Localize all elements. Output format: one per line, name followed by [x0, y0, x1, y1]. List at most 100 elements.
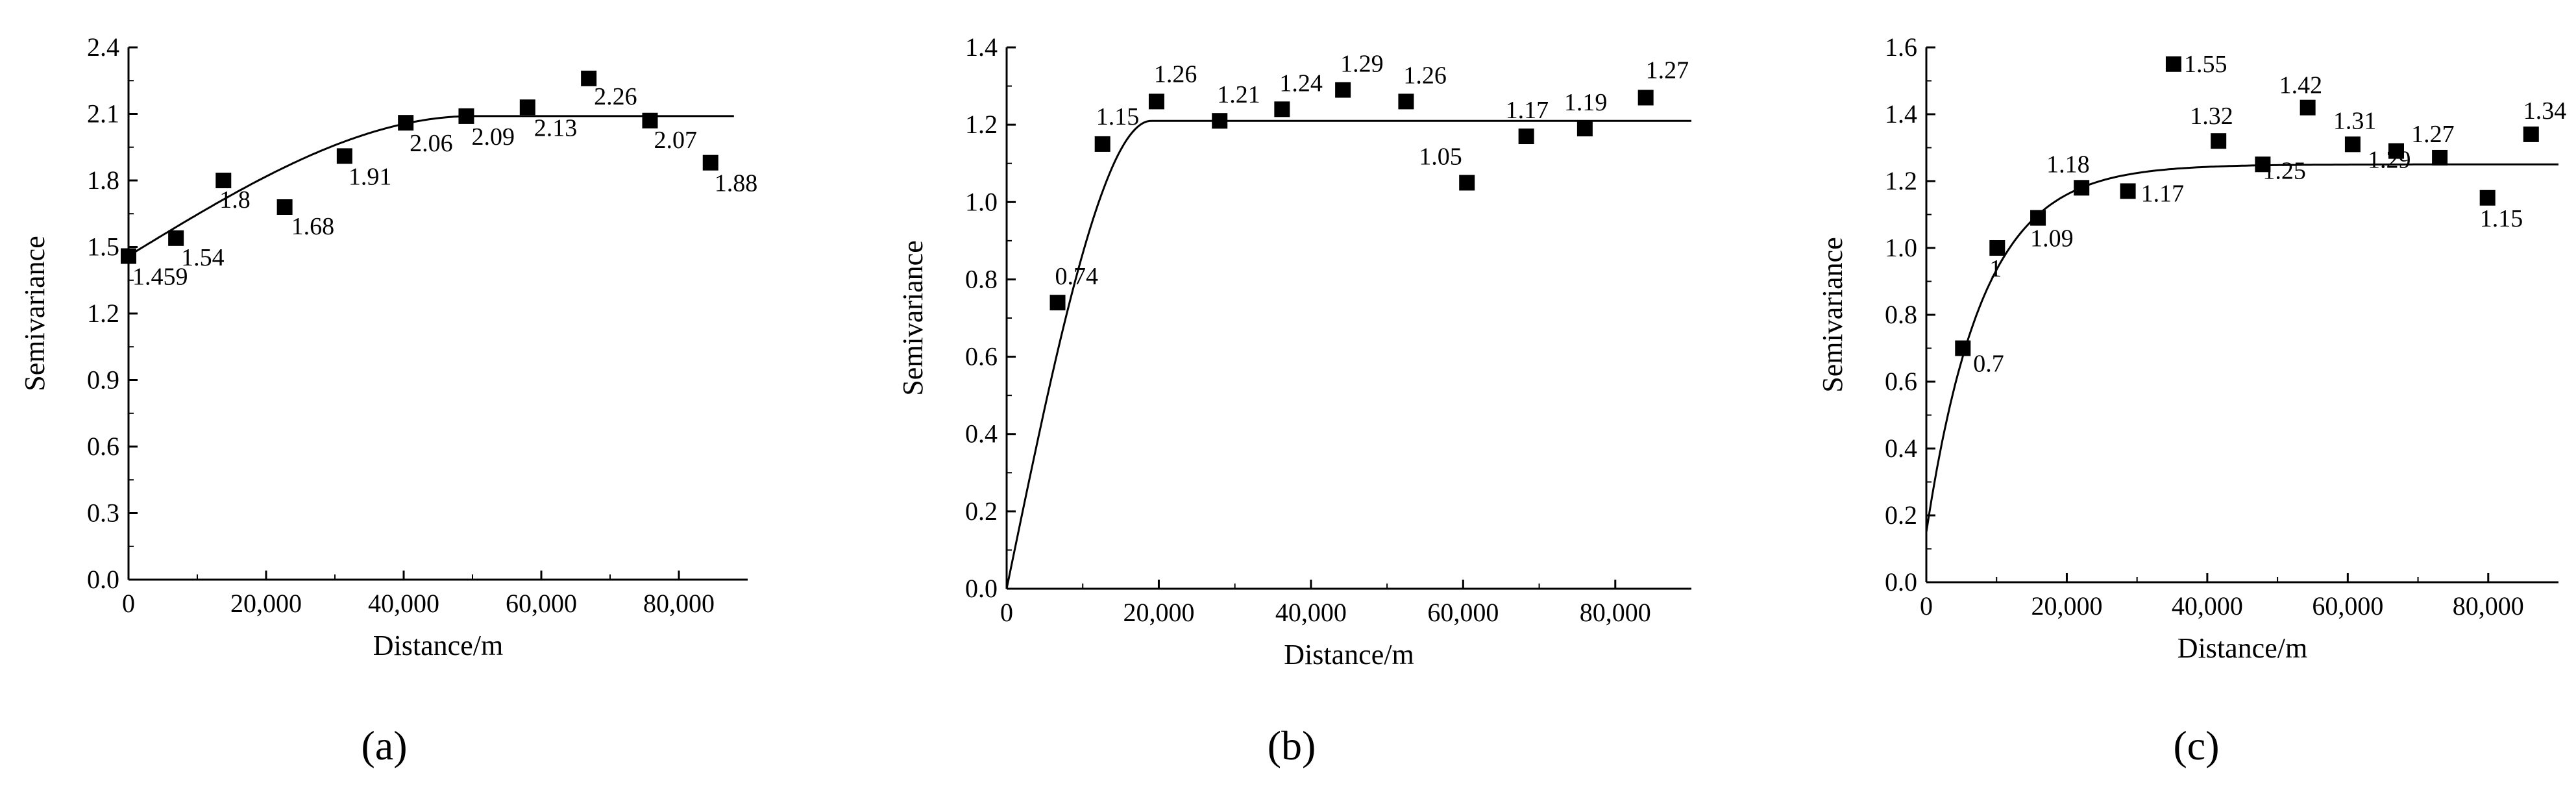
data-label: 1.17 — [1506, 97, 1549, 124]
data-label: 1.91 — [349, 163, 392, 190]
y-tick-label: 0.6 — [965, 342, 998, 371]
y-tick-label: 1.2 — [87, 299, 119, 328]
data-label: 1.42 — [2279, 72, 2323, 99]
x-tick-label: 60,000 — [506, 589, 577, 618]
data-label: 1.68 — [291, 213, 335, 240]
data-label: 1.55 — [2184, 51, 2227, 78]
data-label: 1.18 — [2046, 151, 2090, 178]
data-point — [2479, 190, 2496, 206]
data-label: 1.26 — [1403, 62, 1447, 89]
data-point — [336, 148, 352, 164]
data-point — [2388, 143, 2405, 159]
data-point — [168, 230, 184, 246]
y-tick-label: 0.6 — [87, 432, 119, 461]
data-point — [121, 248, 136, 264]
data-label: 1.88 — [715, 170, 758, 197]
data-point — [2432, 149, 2448, 166]
data-label: 0.7 — [1973, 351, 2004, 378]
data-point — [2030, 210, 2046, 226]
data-point — [1049, 295, 1066, 311]
x-tick-label: 20,000 — [2031, 591, 2102, 621]
data-label: 1 — [1989, 255, 2002, 282]
data-point — [2165, 56, 2181, 72]
y-tick-label: 1.0 — [965, 187, 998, 216]
y-tick-label: 0.4 — [1885, 434, 1917, 463]
y-tick-label: 0.9 — [87, 365, 119, 395]
data-label: 1.15 — [2480, 205, 2523, 232]
data-point — [276, 199, 293, 215]
data-label: 1.32 — [2190, 103, 2233, 130]
y-axis-title: Semivariance — [1817, 237, 1848, 392]
data-point — [2300, 99, 2316, 116]
y-tick-label: 1.8 — [87, 166, 119, 195]
data-label: 2.07 — [654, 127, 697, 154]
data-label: 1.54 — [181, 244, 225, 271]
x-tick-label: 80,000 — [643, 589, 715, 618]
model-curve — [1005, 119, 1691, 589]
data-point — [702, 154, 718, 171]
data-label: 2.06 — [410, 130, 453, 157]
y-tick-label: 0.3 — [87, 499, 119, 528]
data-label: 1.21 — [1217, 81, 1260, 108]
data-label: 1.17 — [2141, 180, 2185, 207]
data-label: 1.15 — [1096, 103, 1140, 130]
y-tick-label: 0.6 — [1885, 367, 1917, 396]
x-tick-label: 40,000 — [368, 589, 439, 618]
y-tick-label: 1.2 — [965, 110, 998, 139]
data-point — [519, 99, 535, 116]
y-tick-label: 1.5 — [87, 232, 119, 262]
model-curve — [128, 115, 734, 257]
x-tick-label: 80,000 — [1580, 598, 1651, 627]
x-axis-title: Distance/m — [373, 630, 503, 661]
data-point — [1398, 93, 1414, 110]
x-tick-label: 0 — [1000, 598, 1013, 627]
y-tick-label: 1.0 — [1885, 233, 1917, 262]
y-tick-label: 1.6 — [1885, 32, 1917, 62]
data-label: 1.24 — [1279, 69, 1323, 97]
panel-b: 0.0 0.2 0.4 0.6 0.8 1.0 1.2 1.4 0 20,000 40,000 60,… — [897, 32, 1691, 769]
data-point — [2211, 133, 2227, 149]
x-tick-label: 60,000 — [2312, 591, 2383, 621]
y-tick-label: 0.0 — [1885, 567, 1917, 597]
data-label: 2.09 — [471, 123, 515, 151]
data-point — [1989, 240, 2006, 256]
panel-label: (a) — [361, 722, 407, 769]
data-point — [2255, 156, 2271, 173]
y-tick-label: 2.1 — [87, 99, 119, 129]
x-tick-label: 40,000 — [1275, 598, 1347, 627]
panel-label: (c) — [2173, 722, 2219, 769]
y-axis-title: Semivariance — [19, 236, 51, 391]
y-axis-title: Semivariance — [897, 240, 929, 395]
data-label: 1.8 — [219, 186, 251, 214]
data-label: 1.27 — [2411, 121, 2455, 148]
data-point — [1274, 101, 1290, 117]
y-tick-label: 0.2 — [1885, 500, 1917, 530]
data-point — [1638, 90, 1654, 106]
data-label: 1.459 — [132, 264, 188, 291]
data-label: 1.34 — [2523, 97, 2567, 125]
data-label: 1.31 — [2333, 107, 2377, 134]
x-tick-label: 60,000 — [1427, 598, 1499, 627]
x-tick-label: 20,000 — [1123, 598, 1194, 627]
y-tick-label: 0.0 — [87, 565, 119, 594]
data-label: 2.13 — [534, 114, 578, 142]
data-point — [1518, 129, 1534, 145]
data-label: 1.19 — [1564, 89, 1608, 116]
data-point — [1212, 113, 1228, 129]
y-tick-label: 0.0 — [965, 574, 998, 603]
data-point — [2344, 136, 2361, 153]
data-point — [1335, 82, 1351, 98]
data-label: 1.05 — [1419, 143, 1462, 171]
data-label: 1.29 — [2368, 147, 2411, 174]
data-point — [1094, 136, 1110, 152]
data-label: 1.09 — [2030, 225, 2074, 252]
y-tick-label: 1.2 — [1885, 166, 1917, 195]
data-label: 2.26 — [594, 83, 637, 110]
x-tick-label: 20,000 — [230, 589, 302, 618]
x-tick-label: 0 — [122, 589, 135, 618]
y-tick-label: 0.8 — [1885, 300, 1917, 329]
x-tick-label: 0 — [1920, 591, 1933, 621]
data-point — [2523, 126, 2539, 142]
data-label: 1.26 — [1154, 60, 1197, 88]
